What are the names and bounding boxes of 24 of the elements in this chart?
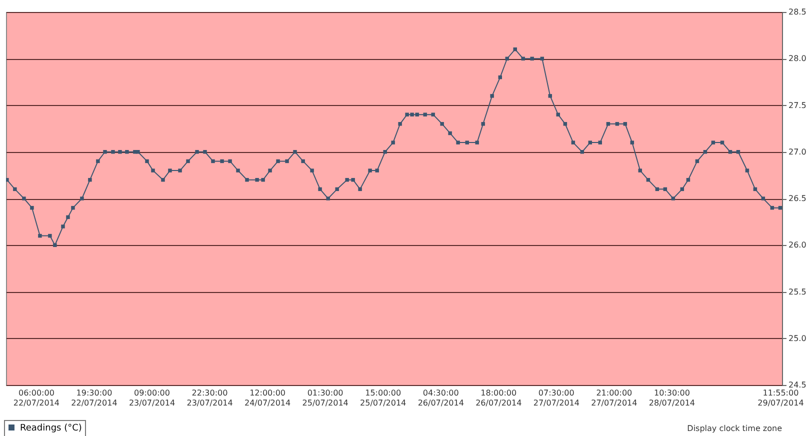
x-tick-label: 09:00:00 23/07/2014 [128, 388, 176, 408]
y-tick-label: 26.0 [788, 240, 806, 250]
y-tick-label: 28.5 [788, 8, 806, 16]
y-tick-label: 27.5 [788, 100, 806, 110]
y-tick-label: 25.0 [788, 334, 806, 343]
x-tick-label: 12:00:00 24/07/2014 [244, 388, 291, 408]
x-tick-label: 11:55:00 29/07/2014 [758, 388, 804, 408]
y-tick-label: 24.5 [788, 380, 806, 390]
x-tick-label: 10:30:00 28/07/2014 [648, 388, 696, 408]
x-tick-label: 06:00:00 22/07/2014 [13, 388, 60, 408]
x-tick-label: 15:00:00 25/07/2014 [360, 388, 406, 408]
y-tick-label: 25.5 [788, 287, 806, 296]
text: Display clock time zone [687, 424, 782, 433]
x-tick-label: 18:00:00 26/07/2014 [476, 388, 522, 408]
x-tick-label: 21:00:00 27/07/2014 [591, 388, 638, 408]
y-tick-label: 28.0 [788, 54, 806, 64]
x-tick-label: 22:30:00 23/07/2014 [186, 388, 233, 408]
x-tick-label: 07:30:00 27/07/2014 [533, 388, 580, 408]
x-tick-label: 04:30:00 26/07/2014 [418, 388, 464, 408]
y-tick-label: 26.5 [788, 194, 806, 203]
y-tick-label: 27.0 [788, 147, 806, 156]
legend-label: Readings (°C) [20, 424, 82, 434]
x-tick-label: 01:30:00 25/07/2014 [302, 388, 348, 408]
x-tick-label: 19:30:00 22/07/2014 [71, 388, 118, 408]
